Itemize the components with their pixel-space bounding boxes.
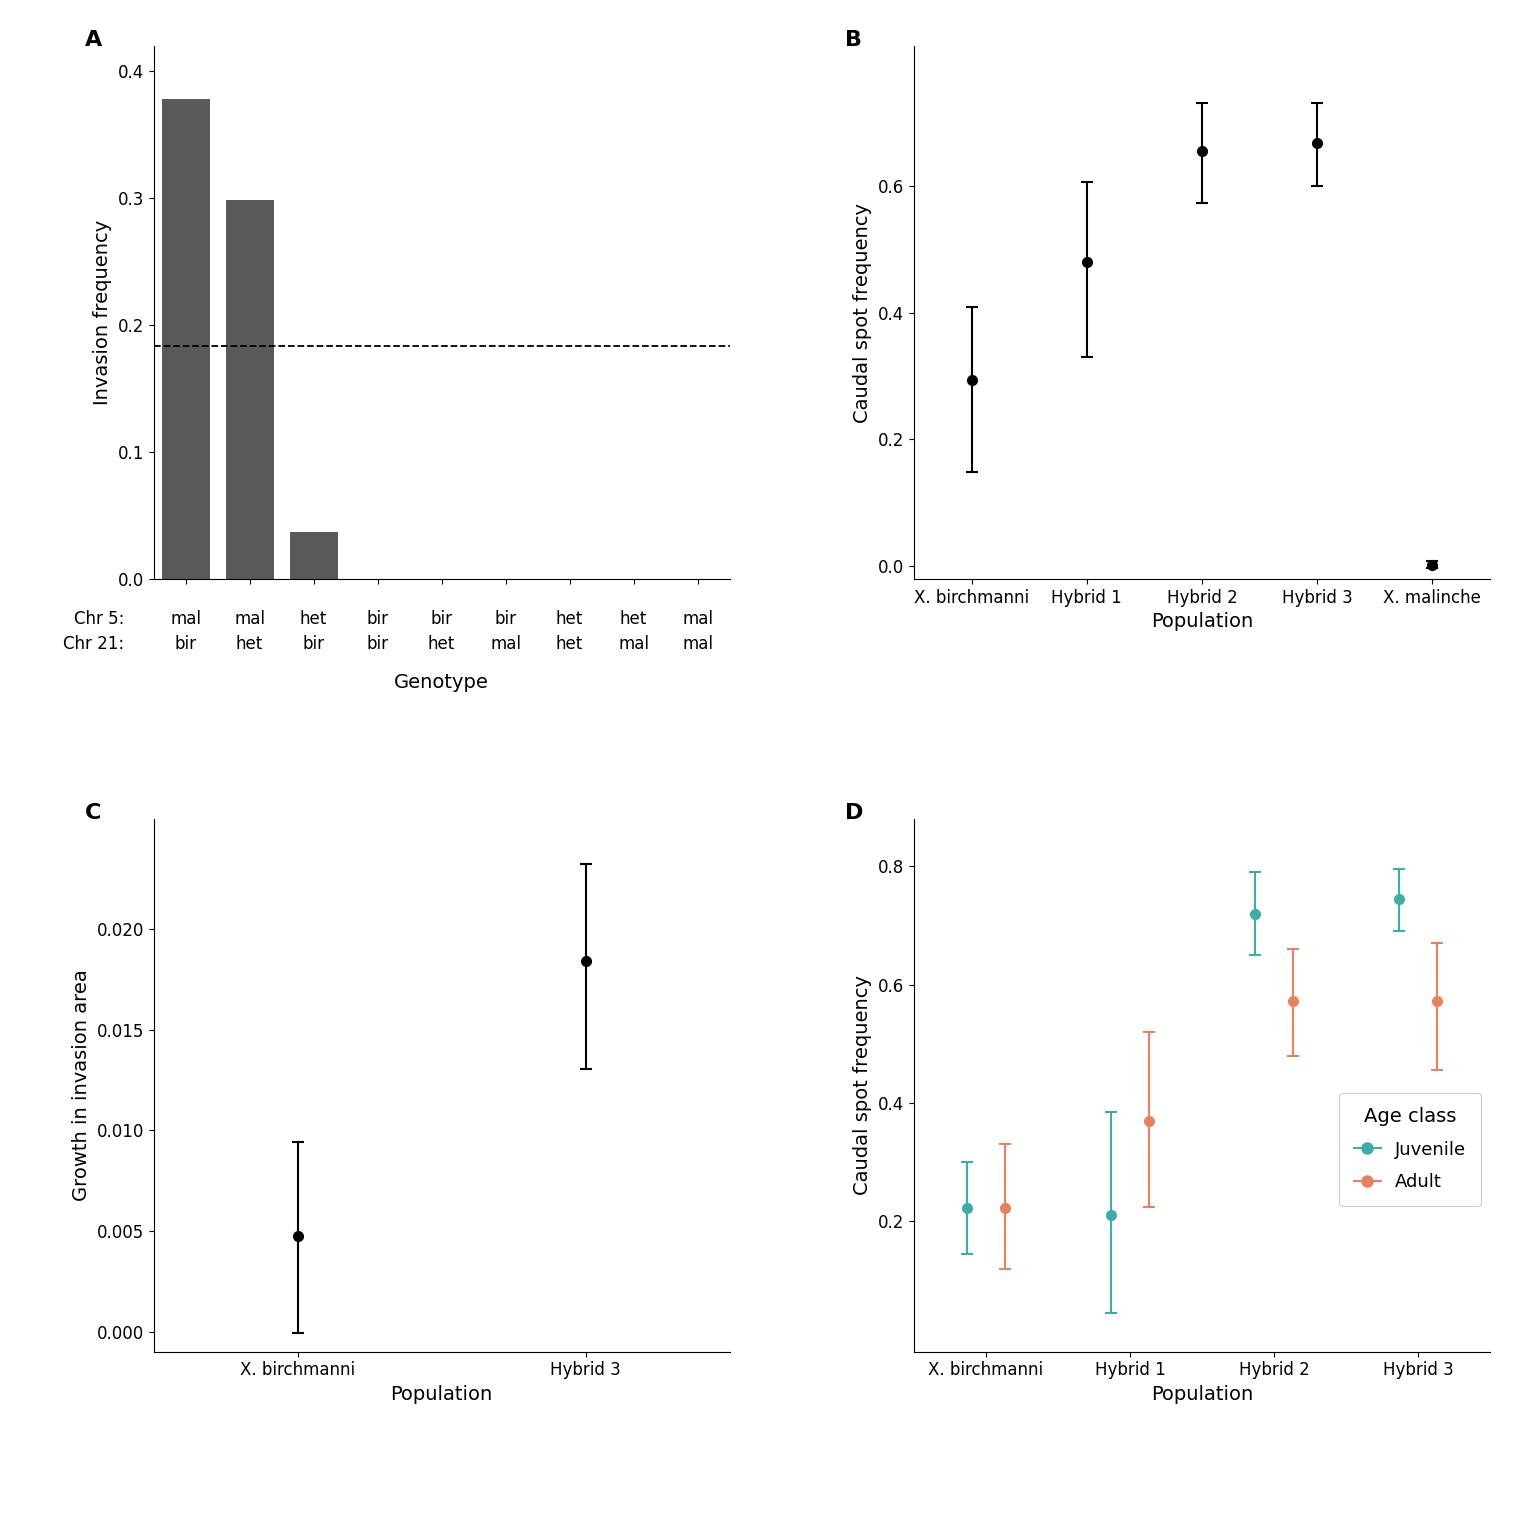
Text: het: het: [300, 610, 327, 628]
Text: A: A: [84, 31, 101, 51]
X-axis label: Population: Population: [390, 1385, 493, 1404]
Bar: [161, 100, 209, 579]
Text: D: D: [845, 803, 863, 823]
Text: bir: bir: [175, 634, 197, 653]
Y-axis label: Caudal spot frequency: Caudal spot frequency: [854, 203, 872, 422]
Bar: [290, 531, 338, 579]
Text: B: B: [845, 31, 862, 51]
Legend: Juvenile, Adult: Juvenile, Adult: [1339, 1092, 1481, 1206]
Text: het: het: [556, 610, 584, 628]
Text: mal: mal: [617, 634, 650, 653]
Text: het: het: [429, 634, 455, 653]
Text: bir: bir: [430, 610, 453, 628]
Text: mal: mal: [682, 634, 713, 653]
Text: Chr 5:: Chr 5:: [74, 610, 124, 628]
Y-axis label: Caudal spot frequency: Caudal spot frequency: [854, 975, 872, 1195]
Text: bir: bir: [367, 610, 389, 628]
Text: bir: bir: [367, 634, 389, 653]
Text: Chr 21:: Chr 21:: [63, 634, 124, 653]
Text: mal: mal: [490, 634, 521, 653]
Text: het: het: [621, 610, 647, 628]
Text: bir: bir: [495, 610, 516, 628]
Text: Genotype: Genotype: [395, 673, 488, 693]
Bar: [226, 200, 273, 579]
Text: het: het: [556, 634, 584, 653]
Y-axis label: Growth in invasion area: Growth in invasion area: [72, 969, 91, 1201]
X-axis label: Population: Population: [1150, 613, 1253, 631]
X-axis label: Population: Population: [1150, 1385, 1253, 1404]
Text: mal: mal: [233, 610, 266, 628]
Text: mal: mal: [682, 610, 713, 628]
Text: het: het: [237, 634, 263, 653]
Text: C: C: [84, 803, 101, 823]
Y-axis label: Invasion frequency: Invasion frequency: [94, 220, 112, 406]
Text: bir: bir: [303, 634, 324, 653]
Text: mal: mal: [170, 610, 201, 628]
